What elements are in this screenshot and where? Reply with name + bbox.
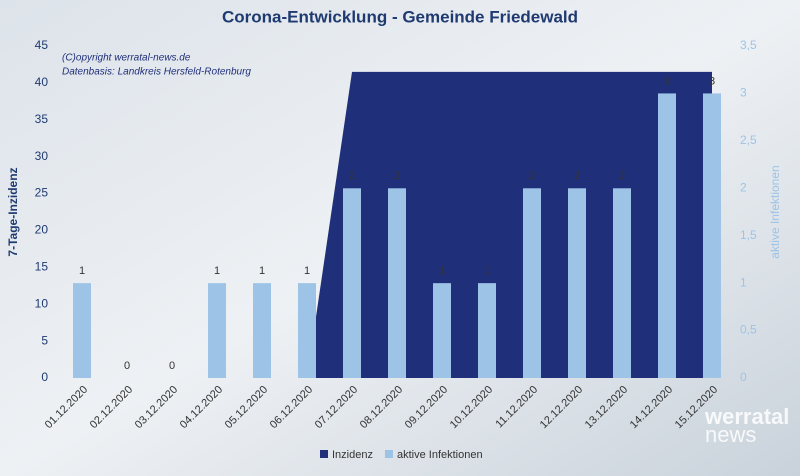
y2-tick-label: 2,5 [740, 133, 757, 147]
chart-title: Corona-Entwicklung - Gemeinde Friedewald [222, 7, 578, 26]
y-tick-label: 30 [35, 149, 49, 163]
data-label: 1 [259, 265, 265, 277]
data-label: 1 [304, 265, 310, 277]
bar [208, 283, 226, 378]
y-tick-label: 10 [35, 296, 49, 310]
y2-tick-label: 3,5 [740, 38, 757, 52]
data-label: 0 [124, 360, 130, 372]
legend-swatch [384, 450, 393, 458]
legend-label: aktive Infektionen [397, 449, 483, 461]
bar [343, 188, 361, 378]
bar [433, 283, 451, 378]
y-tick-label: 35 [35, 112, 49, 126]
bar [478, 283, 496, 378]
bar [703, 93, 721, 378]
y2-tick-label: 2 [740, 180, 747, 194]
bar [73, 283, 91, 378]
bar [658, 93, 676, 378]
data-label: 1 [439, 265, 445, 277]
y-tick-label: 5 [41, 333, 48, 347]
watermark: werratal [704, 404, 789, 429]
watermark: news [705, 422, 756, 447]
data-label: 0 [169, 360, 175, 372]
bar [388, 188, 406, 378]
y-tick-label: 25 [35, 186, 49, 200]
bar [568, 188, 586, 378]
y2-tick-label: 0,5 [740, 323, 757, 337]
data-label: 2 [529, 170, 535, 182]
y-tick-label: 20 [35, 223, 49, 237]
y-tick-label: 15 [35, 260, 49, 274]
y2-tick-label: 1 [740, 275, 747, 289]
data-label: 2 [619, 170, 625, 182]
y2-axis-label: aktive Infektionen [768, 165, 782, 258]
data-label: 1 [214, 265, 220, 277]
bar [523, 188, 541, 378]
data-label: 3 [709, 75, 715, 87]
y-axis-label: 7-Tage-Inzidenz [6, 167, 20, 256]
legend-label: Inzidenz [332, 449, 373, 461]
legend-swatch [320, 450, 328, 458]
data-label: 2 [394, 170, 400, 182]
bar [298, 283, 316, 378]
data-label: 2 [349, 170, 355, 182]
y2-tick-label: 0 [740, 370, 747, 384]
data-label: 2 [574, 170, 580, 182]
annotation: (C)opyright werratal-news.de [62, 53, 191, 64]
data-label: 1 [484, 265, 490, 277]
data-label: 3 [664, 75, 670, 87]
y-tick-label: 40 [35, 75, 49, 89]
data-label: 1 [79, 265, 85, 277]
y2-tick-label: 3 [740, 86, 747, 100]
bar [253, 283, 271, 378]
annotation: Datenbasis: Landkreis Hersfeld-Rotenburg [62, 67, 251, 78]
y2-tick-label: 1,5 [740, 228, 757, 242]
bar [613, 188, 631, 378]
y-tick-label: 0 [41, 370, 48, 384]
y-tick-label: 45 [35, 38, 49, 52]
